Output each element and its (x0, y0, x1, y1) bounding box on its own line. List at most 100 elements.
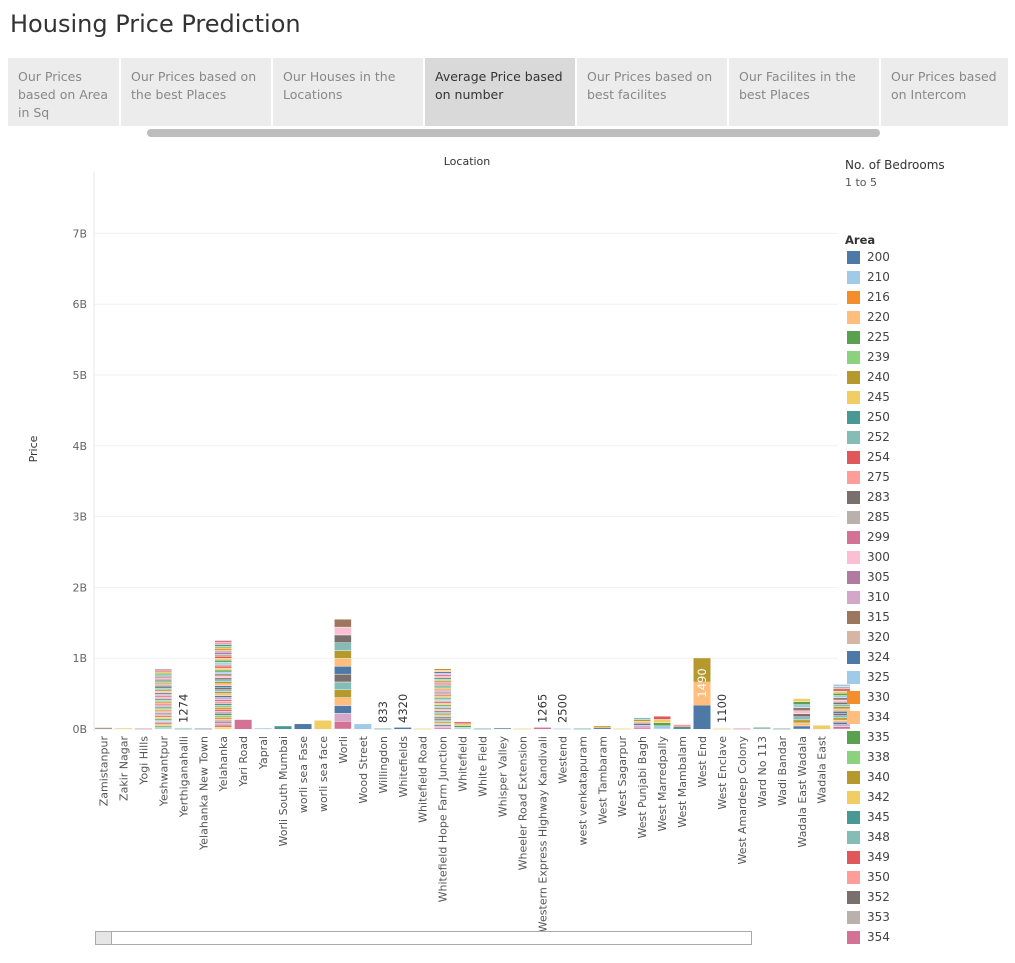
legend-item[interactable]: 210 (845, 267, 1015, 287)
bar-segment (793, 716, 811, 721)
bar-segment (314, 720, 332, 729)
bar-segment (433, 677, 452, 680)
bar-segment (214, 650, 232, 653)
legend-item[interactable]: 340 (845, 767, 1015, 787)
bar-segment (633, 726, 651, 730)
bar-segment (214, 726, 232, 730)
legend-item[interactable]: 305 (845, 567, 1015, 587)
legend-label: 210 (867, 270, 890, 284)
legend-item[interactable]: 245 (845, 387, 1015, 407)
tab-intercom[interactable]: Our Prices based on Intercom (881, 58, 1008, 126)
legend-item[interactable]: 334 (845, 707, 1015, 727)
bar-segment (214, 658, 232, 661)
legend-item[interactable]: 239 (845, 347, 1015, 367)
legend-label: 334 (867, 710, 890, 724)
legend-swatch (847, 730, 860, 744)
x-tick-label: Whitefields (397, 736, 410, 798)
bar-segment (453, 723, 472, 726)
bar-segment (433, 691, 452, 694)
legend-item[interactable]: 310 (845, 587, 1015, 607)
legend-item[interactable]: 315 (845, 607, 1015, 627)
legend-item[interactable]: 250 (845, 407, 1015, 427)
tab-facilities-in-places[interactable]: Our Facilites in the best Places (729, 58, 879, 126)
legend-item[interactable]: 348 (845, 827, 1015, 847)
legend-item[interactable]: 216 (845, 287, 1015, 307)
legend-item[interactable]: 338 (845, 747, 1015, 767)
horizontal-scrollbar[interactable] (95, 931, 752, 945)
bar-segment (214, 675, 232, 679)
filter-value[interactable]: 1 to 5 (845, 176, 878, 189)
legend-item[interactable]: 254 (845, 447, 1015, 467)
tab-average-price-by-number[interactable]: Average Price based on number (425, 58, 575, 126)
bar-segment (214, 705, 232, 708)
bar-segment (214, 695, 232, 698)
bar-segment (214, 701, 232, 704)
bar-segment (553, 728, 571, 730)
tab-area-in-sq[interactable]: Our Prices based on Area in Sq (8, 58, 119, 126)
legend-label: 239 (867, 350, 890, 364)
x-tick-label: worli sea Fase (297, 736, 310, 813)
legend-label: 315 (867, 610, 890, 624)
bar-segment (214, 667, 232, 671)
bar-segment (693, 658, 711, 682)
legend-item[interactable]: 352 (845, 887, 1015, 907)
tab-houses-in-locations[interactable]: Our Houses in the Locations (273, 58, 423, 126)
bar-segment (334, 681, 352, 691)
legend-item[interactable]: 299 (845, 527, 1015, 547)
legend-item[interactable]: 300 (845, 547, 1015, 567)
tab-scrollbar[interactable] (147, 129, 880, 137)
legend-item[interactable]: 225 (845, 327, 1015, 347)
legend-item[interactable]: 353 (845, 907, 1015, 927)
x-tick-label: Wadala East (816, 735, 829, 803)
legend-item[interactable]: 320 (845, 627, 1015, 647)
x-tick-label: Whisper Valley (497, 736, 510, 818)
legend-item[interactable]: 350 (845, 867, 1015, 887)
x-tick-label: West Tambaram (596, 736, 609, 825)
legend-swatch (847, 690, 860, 704)
x-tick-label: Yeshwantpur (157, 736, 170, 808)
legend-label: 338 (867, 750, 890, 764)
legend-item[interactable]: 354 (845, 927, 1015, 947)
x-tick-label: Yari Road (237, 736, 250, 788)
bar-segment (474, 728, 492, 730)
legend-swatch (847, 910, 860, 924)
legend-item[interactable]: 330 (845, 687, 1015, 707)
data-label: 833 (376, 701, 390, 723)
legend-item[interactable]: 325 (845, 667, 1015, 687)
bar-segment (433, 718, 452, 721)
bar-segment (494, 728, 511, 729)
legend-label: 300 (867, 550, 890, 564)
legend-swatch (847, 510, 860, 524)
legend-label: 320 (867, 630, 890, 644)
legend-label: 345 (867, 810, 890, 824)
bar-segment (154, 680, 173, 683)
legend-item[interactable]: 240 (845, 367, 1015, 387)
legend-swatch (847, 290, 860, 304)
bar-segment (693, 705, 711, 729)
bar-segment (513, 728, 531, 730)
legend-item[interactable]: 342 (845, 787, 1015, 807)
legend-item[interactable]: 275 (845, 467, 1015, 487)
bar-segment (254, 728, 272, 729)
bar-segment (334, 697, 352, 706)
bar-segment (194, 728, 212, 730)
tab-best-places[interactable]: Our Prices based on the best Places (121, 58, 271, 126)
bar-segment (433, 682, 452, 685)
legend-item[interactable]: 252 (845, 427, 1015, 447)
bar-segment (433, 679, 452, 682)
scrollbar-thumb[interactable] (96, 932, 112, 944)
bar-segment (334, 658, 352, 667)
legend-item[interactable]: 324 (845, 647, 1015, 667)
legend-item[interactable]: 345 (845, 807, 1015, 827)
y-tick-label: 1B (72, 652, 87, 665)
tab-best-facilities[interactable]: Our Prices based on best facilites (577, 58, 727, 126)
legend-item[interactable]: 285 (845, 507, 1015, 527)
legend-swatch (847, 630, 860, 644)
bar-segment (214, 671, 232, 675)
legend-item[interactable]: 200 (845, 247, 1015, 267)
legend-item[interactable]: 349 (845, 847, 1015, 867)
legend-item[interactable]: 335 (845, 727, 1015, 747)
legend-item[interactable]: 283 (845, 487, 1015, 507)
legend-item[interactable]: 220 (845, 307, 1015, 327)
tab-label: Our Prices based on Intercom (891, 69, 997, 102)
